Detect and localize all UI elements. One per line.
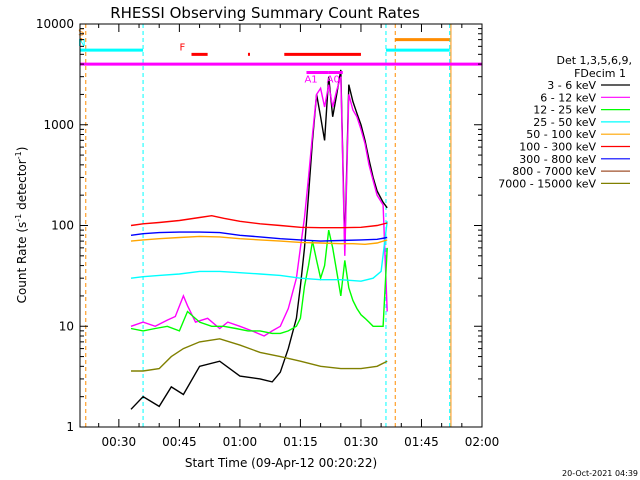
- legend-label: 12 - 25 keV: [533, 104, 596, 117]
- legend-label: 800 - 7000 keV: [512, 165, 596, 178]
- y-axis-label: Count Rate (s-1 detector-1): [14, 147, 29, 304]
- legend-label: 6 - 12 keV: [540, 91, 596, 104]
- x-axis: 00:30 00:45 01:00 01:15 01:30 01:45 02:00: [98, 24, 500, 449]
- series-line: [130, 76, 388, 337]
- chart-title: RHESSI Observing Summary Count Rates: [110, 4, 420, 22]
- flag-label: A1: [304, 75, 317, 86]
- flag-label: F: [179, 42, 185, 53]
- x-axis-label: Start Time (09-Apr-12 00:20:22): [185, 456, 377, 470]
- legend-header-2: FDecim 1: [574, 67, 626, 80]
- y-tick-label: 1000: [43, 118, 74, 132]
- series-line: [130, 221, 388, 282]
- legend-label: 300 - 800 keV: [519, 153, 596, 166]
- series-line: [130, 231, 388, 242]
- series-line: [130, 214, 388, 229]
- legend-header-1: Det 1,3,5,6,9,: [556, 54, 632, 67]
- legend-label: 25 - 50 keV: [533, 116, 596, 129]
- series-line: [131, 338, 388, 372]
- flag-label: S: [78, 28, 84, 39]
- flag-label: A0: [327, 75, 340, 86]
- series-line: [130, 235, 388, 246]
- x-tick-label: 01:30: [344, 435, 379, 449]
- plot-area: SN F A1 A0: [78, 24, 482, 427]
- series-line: [130, 229, 388, 335]
- x-tick-label: 00:30: [102, 435, 137, 449]
- timestamp: 20-Oct-2021 04:39: [562, 469, 638, 478]
- x-tick-label: 00:45: [162, 435, 197, 449]
- y-tick-label: 10: [59, 319, 74, 333]
- flag-label: N: [78, 38, 85, 49]
- x-tick-label: 01:15: [283, 435, 318, 449]
- legend-label: 50 - 100 keV: [526, 128, 596, 141]
- legend-label: 100 - 300 keV: [519, 141, 596, 154]
- y-tick-label: 100: [51, 219, 74, 233]
- legend-label: 3 - 6 keV: [547, 79, 596, 92]
- y-tick-label: 1: [66, 420, 74, 434]
- x-tick-label: 01:00: [223, 435, 258, 449]
- x-tick-label: 02:00: [465, 435, 500, 449]
- x-tick-label: 01:45: [404, 435, 439, 449]
- y-tick-label: 10000: [36, 17, 74, 31]
- y-axis: 1 10 100 1000 10000: [36, 17, 482, 434]
- legend-label: 7000 - 15000 keV: [498, 177, 596, 190]
